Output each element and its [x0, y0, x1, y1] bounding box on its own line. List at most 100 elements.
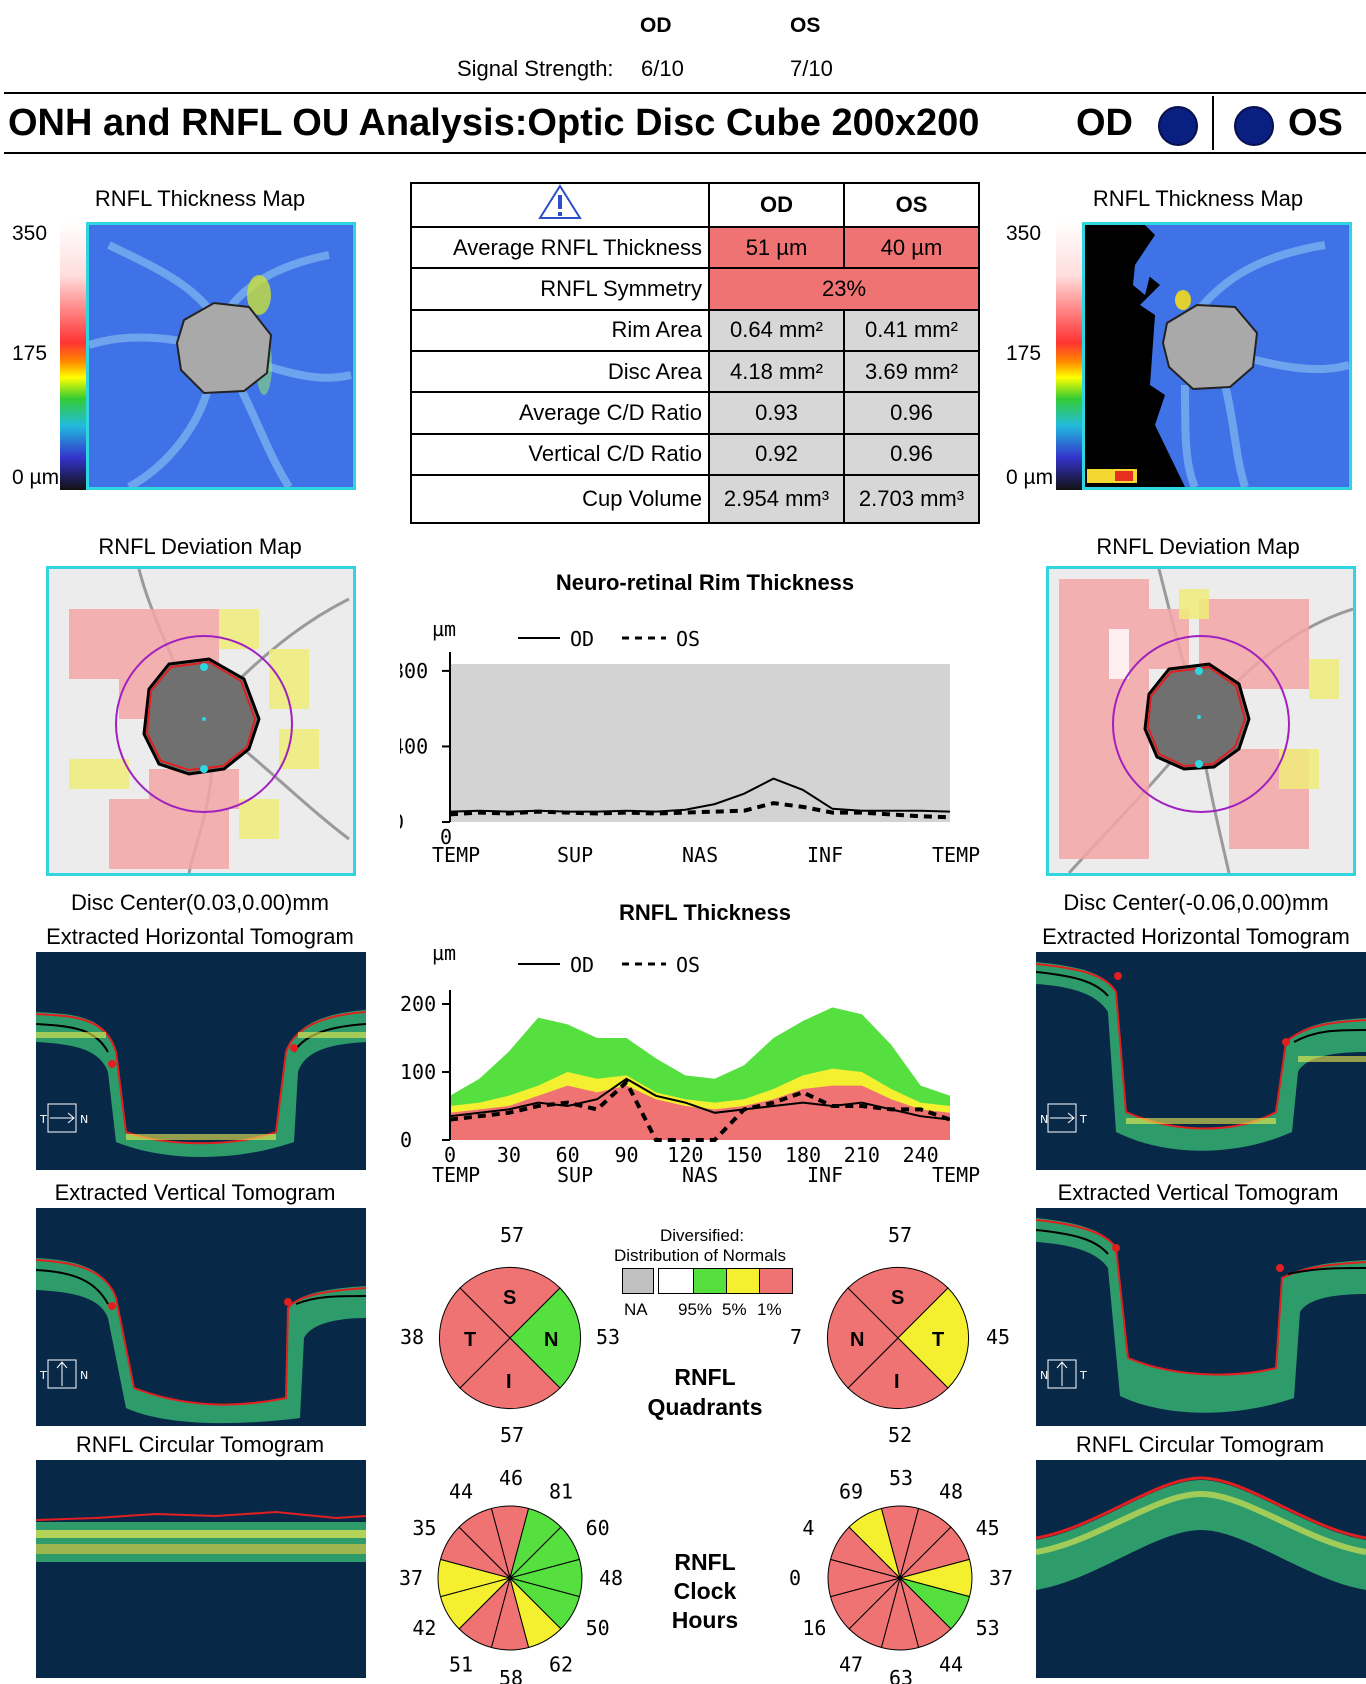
rnfl-y-tick-label: 100: [400, 1060, 436, 1084]
signal-strength-label: Signal Strength:: [457, 56, 614, 81]
os-quad-i-wedge: [847, 1337, 949, 1410]
legend-5: 5%: [722, 1300, 747, 1319]
rim-legend-od: OD: [570, 627, 594, 651]
rnfl-legend-os: OS: [676, 953, 700, 977]
od-clock-value: 44: [449, 1479, 473, 1503]
rim-od-series-line: [449, 777, 951, 813]
rnfl-x-label: INF: [807, 1163, 843, 1187]
rnfl-x-tick-label: 210: [844, 1143, 880, 1167]
od-vertical-tomogram: T N: [36, 1208, 366, 1426]
symmetry-value: 23%: [708, 267, 980, 311]
rim-thickness-chart: µm OD OS 800 400 0 0 TEMP SUP NAS INF TEMP: [400, 617, 980, 867]
os-horizontal-tomogram-title: Extracted Horizontal Tomogram: [1042, 924, 1350, 949]
os-color-scale-bar: [1056, 222, 1082, 490]
avg-cd-od: 0.93: [708, 391, 845, 435]
rnfl-x-label: NAS: [682, 1163, 718, 1187]
row-label: Average C/D Ratio: [410, 391, 710, 435]
rnfl-x-tick-label: 30: [497, 1143, 521, 1167]
rim-y-tick-label: 800: [400, 659, 428, 683]
cup-volume-os: 2.703 mm³: [842, 474, 981, 524]
rim-chart-title: Neuro-retinal Rim Thickness: [555, 570, 855, 595]
row-label: Cup Volume: [410, 474, 710, 524]
rnfl-x-label: TEMP: [432, 1163, 480, 1187]
od-clock-value: 42: [412, 1616, 436, 1640]
rnfl-chart-title: RNFL Thickness: [619, 900, 791, 925]
rnfl-x-tick-label: 180: [785, 1143, 821, 1167]
clock-label-3: Hours: [671, 1607, 739, 1633]
od-v-orient-t: T: [39, 1369, 47, 1382]
od-disc-center: Disc Center(0.03,0.00)mm: [71, 890, 329, 915]
os-deviation-map-title: RNFL Deviation Map: [1096, 534, 1300, 559]
od-clock-value: 62: [549, 1653, 573, 1677]
rnfl-od-series-line: [449, 1077, 951, 1121]
rnfl-x-tick-label: 120: [667, 1143, 703, 1167]
table-row-symmetry: RNFL Symmetry 23%: [410, 267, 980, 311]
os-quad-t-wedge: [897, 1287, 970, 1389]
os-deviation-map: [1046, 566, 1356, 876]
os-quad-s-letter: S: [891, 1287, 904, 1309]
os-thickness-map-title: RNFL Thickness Map: [1092, 186, 1304, 211]
od-scale-mid: 175: [12, 342, 48, 365]
os-clock-value: 0: [789, 1566, 801, 1590]
od-vertical-tomogram-title: Extracted Vertical Tomogram: [54, 1180, 336, 1205]
os-clock-value: 53: [976, 1616, 1000, 1640]
page-title: ONH and RNFL OU Analysis:Optic Disc Cube…: [8, 102, 980, 144]
os-clock-value: 16: [802, 1616, 826, 1640]
os-quad-s-value: 57: [888, 1223, 912, 1247]
os-horizontal-tomogram: N T: [1036, 952, 1366, 1170]
rim-x-zero: 0: [440, 825, 452, 849]
rnfl-legend-od: OD: [570, 953, 594, 977]
clock-label-1: RNFL: [674, 1549, 736, 1575]
table-row-disc-area: Disc Area 4.18 mm² 3.69 mm²: [410, 349, 981, 394]
od-thickness-map-title: RNFL Thickness Map: [94, 186, 306, 211]
rnfl-x-tick-label: 0: [444, 1143, 456, 1167]
rim-x-label: TEMP: [932, 843, 980, 867]
disc-area-od: 4.18 mm²: [708, 349, 845, 394]
rim-y-tick-label: 400: [400, 734, 428, 758]
clock-hours-label: RNFL Clock Hours: [630, 1548, 780, 1635]
rim-normal-band: [450, 664, 950, 822]
os-quad-n-wedge: [826, 1287, 899, 1389]
rnfl-x-tick-label: 60: [556, 1143, 580, 1167]
legend-swatch-white: [658, 1268, 694, 1294]
od-clock-wedge: [458, 1507, 511, 1580]
vert-cd-os: 0.96: [842, 432, 981, 477]
os-quad-i-value: 52: [888, 1423, 912, 1447]
os-v-orient-n: N: [1040, 1369, 1048, 1382]
od-quad-n-value: 53: [596, 1325, 620, 1349]
rnfl-x-label: TEMP: [932, 1163, 980, 1187]
os-column-header: OS: [790, 14, 821, 37]
table-row-avg-cd: Average C/D Ratio 0.93 0.96: [410, 391, 981, 435]
od-thickness-map: [86, 222, 356, 490]
od-clock-value: 50: [586, 1616, 610, 1640]
results-table: OD OS Average RNFL Thickness 51 µm 40 µm…: [410, 182, 981, 524]
od-quad-i-letter: I: [506, 1371, 512, 1393]
os-clock-value: 44: [939, 1653, 963, 1677]
table-row-rim-area: Rim Area 0.64 mm² 0.41 mm²: [410, 308, 981, 352]
os-scale-mid: 175: [1006, 342, 1042, 365]
od-quad-t-letter: T: [464, 1329, 476, 1351]
avg-rnfl-os: 40 µm: [842, 225, 981, 270]
table-row-cup-volume: Cup Volume 2.954 mm³ 2.703 mm³: [410, 474, 981, 524]
quadrants-label-2: Quadrants: [647, 1394, 763, 1420]
od-clock-value: 46: [499, 1466, 523, 1490]
od-clock-value: 51: [449, 1653, 473, 1677]
od-color-scale-bar: [60, 222, 86, 490]
od-column-header: OD: [640, 14, 672, 37]
table-header-os: OS: [842, 182, 981, 228]
rim-x-label: NAS: [682, 843, 718, 867]
os-vertical-tomogram-title: Extracted Vertical Tomogram: [1057, 1180, 1339, 1205]
os-scale-bottom: 0 µm: [1006, 466, 1054, 489]
avg-cd-os: 0.96: [842, 391, 981, 435]
os-quad-n-letter: N: [850, 1329, 864, 1351]
os-quad-t-letter: T: [932, 1329, 944, 1351]
legend-swatch-green: [693, 1268, 727, 1294]
os-quad-i-letter: I: [894, 1371, 900, 1393]
quadrants-label-1: RNFL: [674, 1364, 736, 1390]
legend-swatch-yellow: [726, 1268, 760, 1294]
row-label: Vertical C/D Ratio: [410, 432, 710, 477]
od-quad-s-letter: S: [503, 1287, 516, 1309]
rim-area-od: 0.64 mm²: [708, 308, 845, 352]
od-quad-n-wedge: [509, 1287, 582, 1389]
